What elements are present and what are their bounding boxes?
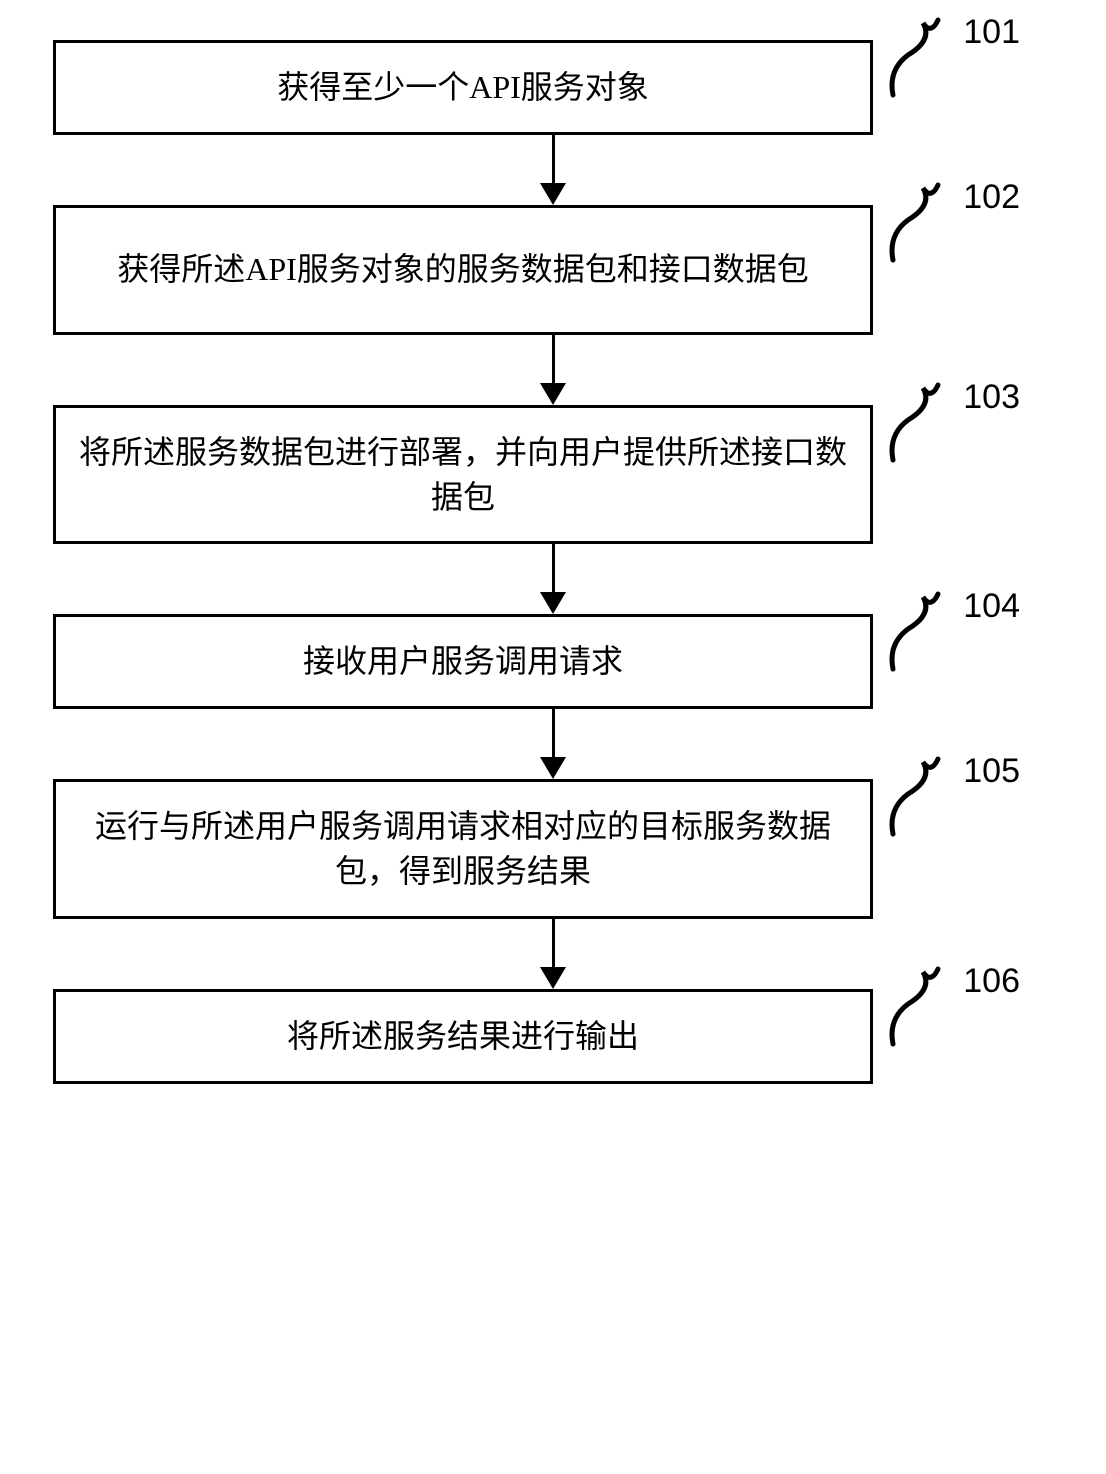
arrow-head-icon bbox=[540, 592, 566, 614]
swoosh-icon bbox=[883, 589, 958, 674]
swoosh-icon bbox=[883, 964, 958, 1049]
step-101-label: 101 bbox=[883, 13, 1020, 100]
step-number-102: 102 bbox=[963, 178, 1020, 217]
step-105-label: 105 bbox=[883, 752, 1020, 839]
swoosh-icon bbox=[883, 754, 958, 839]
swoosh-icon bbox=[883, 15, 958, 100]
step-103-label: 103 bbox=[883, 378, 1020, 465]
step-102-label: 102 bbox=[883, 178, 1020, 265]
arrow-2-3 bbox=[540, 335, 566, 405]
step-101-container: 获得至少一个API服务对象 101 bbox=[53, 40, 1053, 135]
arrow-line-icon bbox=[552, 544, 555, 592]
arrow-head-icon bbox=[540, 383, 566, 405]
arrow-line-icon bbox=[552, 709, 555, 757]
arrow-head-icon bbox=[540, 757, 566, 779]
arrow-1-2 bbox=[540, 135, 566, 205]
arrow-line-icon bbox=[552, 335, 555, 383]
step-105-container: 运行与所述用户服务调用请求相对应的目标服务数据包，得到服务结果 105 bbox=[53, 779, 1053, 919]
arrow-line-icon bbox=[552, 919, 555, 967]
arrow-line-icon bbox=[552, 135, 555, 183]
step-105-text: 运行与所述用户服务调用请求相对应的目标服务数据包，得到服务结果 bbox=[76, 804, 850, 894]
step-103-box: 将所述服务数据包进行部署，并向用户提供所述接口数据包 103 bbox=[53, 405, 873, 545]
step-101-text: 获得至少一个API服务对象 bbox=[277, 65, 649, 110]
step-104-container: 接收用户服务调用请求 104 bbox=[53, 614, 1053, 709]
step-103-container: 将所述服务数据包进行部署，并向用户提供所述接口数据包 103 bbox=[53, 405, 1053, 545]
step-106-box: 将所述服务结果进行输出 106 bbox=[53, 989, 873, 1084]
step-102-container: 获得所述API服务对象的服务数据包和接口数据包 102 bbox=[53, 205, 1053, 335]
step-number-104: 104 bbox=[963, 587, 1020, 626]
step-number-106: 106 bbox=[963, 962, 1020, 1001]
step-104-box: 接收用户服务调用请求 104 bbox=[53, 614, 873, 709]
step-number-101: 101 bbox=[963, 13, 1020, 52]
step-106-text: 将所述服务结果进行输出 bbox=[287, 1014, 639, 1059]
arrow-3-4 bbox=[540, 544, 566, 614]
step-number-103: 103 bbox=[963, 378, 1020, 417]
step-104-text: 接收用户服务调用请求 bbox=[303, 639, 623, 684]
arrow-head-icon bbox=[540, 183, 566, 205]
swoosh-icon bbox=[883, 380, 958, 465]
step-number-105: 105 bbox=[963, 752, 1020, 791]
step-106-label: 106 bbox=[883, 962, 1020, 1049]
arrow-5-6 bbox=[540, 919, 566, 989]
step-104-label: 104 bbox=[883, 587, 1020, 674]
arrow-4-5 bbox=[540, 709, 566, 779]
step-102-box: 获得所述API服务对象的服务数据包和接口数据包 102 bbox=[53, 205, 873, 335]
flowchart-container: 获得至少一个API服务对象 101 获得所述API服务对象的服务数据包和接口数据… bbox=[53, 40, 1053, 1084]
arrow-head-icon bbox=[540, 967, 566, 989]
swoosh-icon bbox=[883, 180, 958, 265]
step-106-container: 将所述服务结果进行输出 106 bbox=[53, 989, 1053, 1084]
step-105-box: 运行与所述用户服务调用请求相对应的目标服务数据包，得到服务结果 105 bbox=[53, 779, 873, 919]
step-103-text: 将所述服务数据包进行部署，并向用户提供所述接口数据包 bbox=[76, 430, 850, 520]
step-102-text: 获得所述API服务对象的服务数据包和接口数据包 bbox=[117, 247, 809, 292]
step-101-box: 获得至少一个API服务对象 101 bbox=[53, 40, 873, 135]
